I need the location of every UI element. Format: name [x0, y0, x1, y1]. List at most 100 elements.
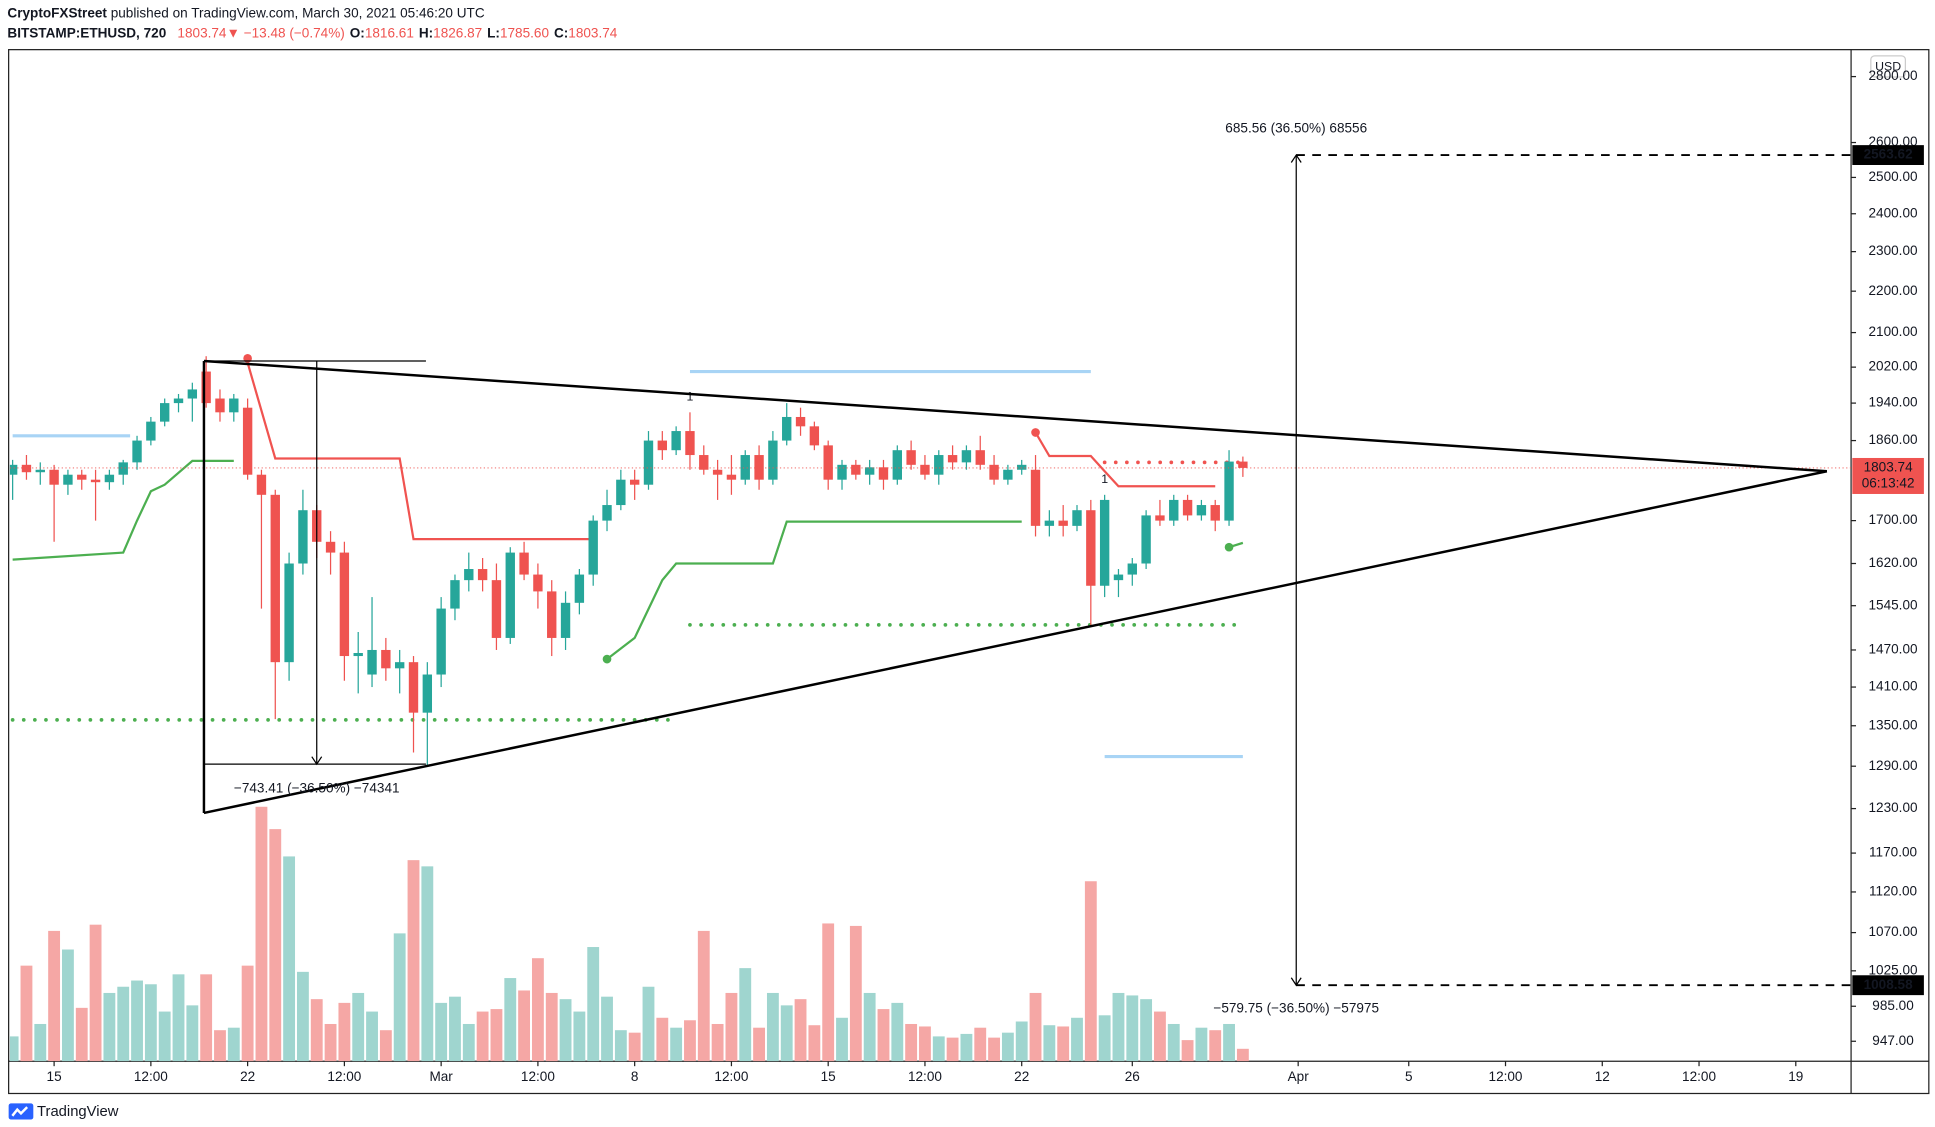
volume-bar — [241, 965, 254, 1062]
volume-bar — [269, 829, 282, 1062]
candle-body — [1127, 563, 1137, 575]
y-tick-label: 1350.00 — [1869, 717, 1918, 732]
ohlc-key: L: — [487, 25, 500, 40]
signal-marker: 1 — [687, 390, 694, 404]
volume-bar — [711, 1023, 724, 1062]
x-tick-label: 15 — [47, 1069, 62, 1084]
volume-bar — [614, 1030, 627, 1062]
candle-body — [49, 469, 59, 485]
volume-bar — [172, 974, 185, 1062]
volume-bar — [366, 1011, 378, 1062]
triangle-line — [203, 470, 1828, 815]
volume-bar — [462, 1023, 475, 1062]
volume-bar — [531, 958, 544, 1062]
candle-body — [187, 389, 198, 399]
candle-body — [823, 445, 833, 480]
candle-body — [588, 520, 598, 575]
last-price-tag — [1852, 457, 1924, 494]
candle-body — [325, 541, 336, 553]
last-price-label: 1803.74 — [1864, 459, 1913, 474]
volume-bar — [449, 996, 461, 1062]
volume-bar — [1167, 1023, 1180, 1062]
volume-bar — [117, 986, 130, 1062]
volume-bar — [877, 1009, 890, 1062]
volume-bar — [393, 933, 406, 1062]
candle-body — [920, 464, 930, 475]
volume-bar — [34, 1023, 47, 1062]
candle-body — [464, 569, 474, 581]
candle-body — [146, 421, 156, 441]
volume-bar — [1223, 1023, 1235, 1062]
candle-body — [215, 398, 225, 413]
candle-body — [726, 474, 737, 480]
volume-bar — [670, 1027, 683, 1062]
candle-body — [643, 440, 654, 485]
candle-body — [712, 469, 723, 475]
signal-dot — [1224, 542, 1234, 552]
candle-body — [298, 510, 308, 564]
candle-body — [450, 580, 460, 609]
volume-bar — [75, 1007, 88, 1062]
volume-bar — [766, 992, 779, 1062]
candle-body — [740, 455, 750, 480]
y-tick-label: 2500.00 — [1869, 169, 1918, 184]
volume-bar — [103, 992, 116, 1062]
x-tick-label: 12:00 — [908, 1069, 942, 1084]
publisher: CryptoFXStreet — [7, 5, 107, 20]
volume-bar — [379, 1030, 392, 1062]
candle-body — [1238, 461, 1248, 468]
candle-body — [851, 464, 861, 475]
candle-body — [906, 450, 916, 465]
candle-body — [9, 464, 18, 475]
candle-body — [519, 552, 529, 575]
volume-bar — [946, 1037, 959, 1062]
volume-bar — [338, 1002, 351, 1062]
price-tag — [1852, 145, 1924, 165]
volume-bar — [89, 924, 102, 1062]
y-tick-label: 1410.00 — [1869, 679, 1918, 694]
header-line-2: BITSTAMP:ETHUSD, 720 1803.74▼ −13.48 (−0… — [7, 25, 617, 40]
header-line-1: CryptoFXStreet published on TradingView.… — [7, 5, 484, 20]
volume-bar — [131, 980, 143, 1062]
volume-bar — [1236, 1048, 1249, 1062]
candle-body — [754, 455, 764, 480]
candle-body — [1196, 505, 1207, 516]
volume-bar — [227, 1027, 240, 1062]
candle-body — [1086, 510, 1096, 586]
volume-bar — [1209, 1030, 1222, 1062]
candle-body — [1058, 520, 1068, 526]
candle-body — [77, 474, 87, 480]
candle-body — [381, 649, 391, 669]
ohlc-key: O: — [350, 25, 365, 40]
y-tick-label: 1290.00 — [1869, 758, 1918, 773]
volume-bar — [296, 971, 309, 1062]
y-tick-label: 1470.00 — [1869, 642, 1918, 657]
change: −13.48 (−0.74%) — [244, 25, 345, 40]
plot: 11 — [9, 354, 1852, 1062]
candle-body — [132, 440, 142, 463]
candle-body — [934, 455, 944, 475]
candle-body — [229, 398, 239, 413]
candle-body — [616, 479, 626, 506]
candle-body — [35, 469, 45, 473]
candle-body — [837, 464, 847, 480]
signal-dot — [602, 654, 612, 664]
arrow-head — [311, 756, 323, 766]
candle-body — [1141, 515, 1151, 564]
signal-dot — [1031, 428, 1040, 437]
volume-bar — [1084, 881, 1097, 1062]
candle-body — [90, 479, 101, 483]
volume-bar — [573, 1011, 586, 1062]
candle-body — [491, 580, 502, 638]
candle-body — [533, 574, 543, 592]
ohlc-value: 1826.87 — [433, 25, 482, 40]
supertrend-line — [246, 362, 594, 541]
brand-logo — [8, 1103, 34, 1120]
candle-body — [63, 474, 73, 485]
candle-body — [1099, 499, 1110, 586]
candle-body — [878, 467, 889, 480]
volume-bar — [794, 999, 807, 1062]
brand: TradingView — [37, 1104, 119, 1120]
y-tick-label: 1120.00 — [1869, 884, 1917, 899]
